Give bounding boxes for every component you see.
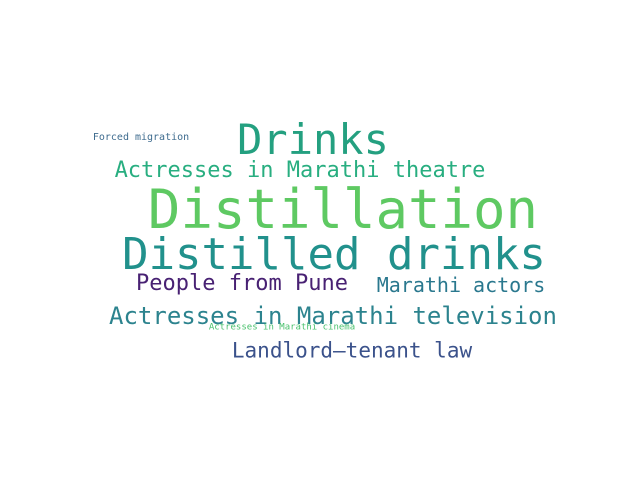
word-actresses-in-marathi-theatre: Actresses in Marathi theatre: [114, 158, 486, 183]
word-actresses-in-marathi-cinema: Actresses in Marathi cinema: [208, 322, 356, 333]
word-drinks: Drinks: [237, 115, 389, 164]
word-forced-migration: Forced migration: [92, 132, 190, 143]
word-actresses-in-marathi-television: Actresses in Marathi television: [109, 302, 557, 330]
word-people-from-pune: People from Pune: [136, 271, 348, 296]
word-distillation: Distillation: [147, 178, 539, 241]
word-marathi-actors: Marathi actors: [376, 273, 546, 297]
word-landlord-tenant-law: Landlord–tenant law: [231, 338, 473, 363]
word-distilled-drinks: Distilled drinks: [122, 229, 546, 280]
